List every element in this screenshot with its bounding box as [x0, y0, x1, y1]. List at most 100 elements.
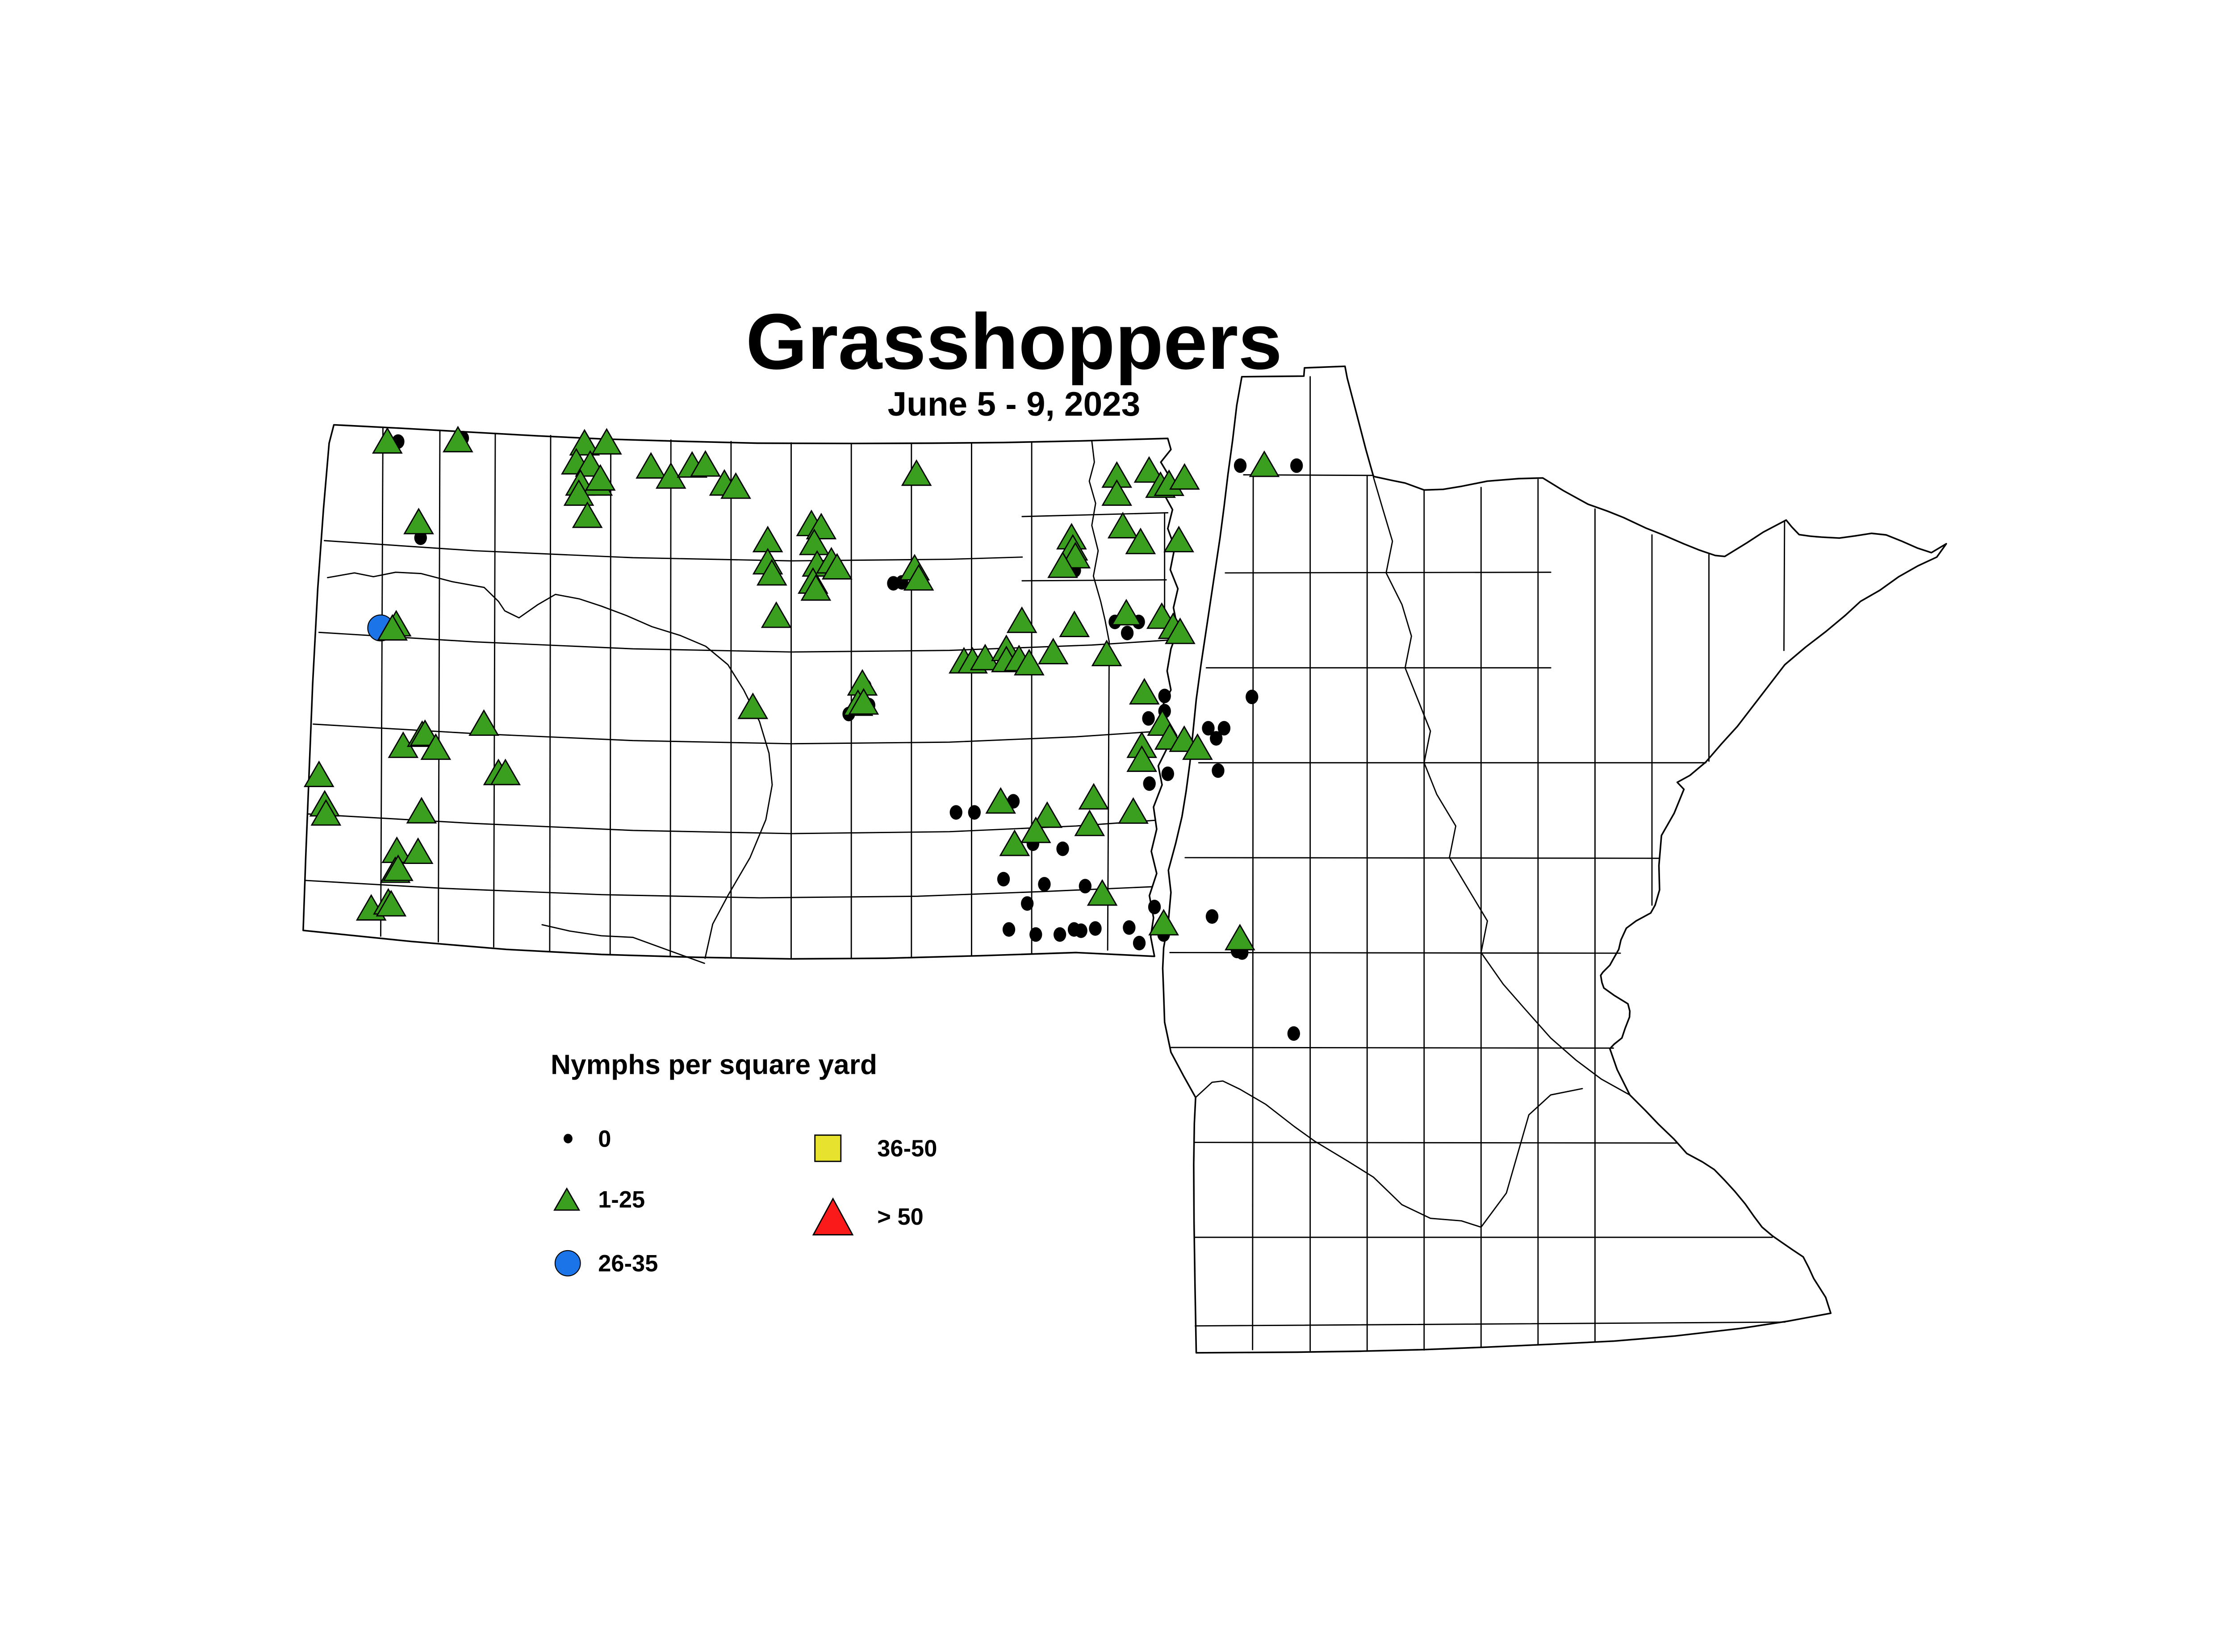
- sample-point-1-25: [402, 837, 434, 864]
- map-subtitle: June 5 - 9, 2023: [888, 385, 1141, 423]
- legend: Nymphs per square yard 0 1-25 26-35 36-5…: [551, 1050, 937, 1277]
- sample-point-1-25: [443, 426, 473, 453]
- sample-point-0: [1290, 458, 1303, 473]
- sample-point-1-25: [563, 479, 594, 506]
- sample-point-1-25: [799, 528, 830, 555]
- sample-point-1-25: [761, 601, 792, 628]
- sample-point-1-25: [1014, 649, 1045, 676]
- sample-point-1-25: [1101, 479, 1133, 506]
- sample-point-1-25: [1125, 527, 1156, 555]
- sample-point-0: [1133, 935, 1146, 951]
- sample-point-1-25: [756, 559, 787, 586]
- sample-point-1-25: [848, 688, 879, 715]
- sample-point-1-25: [403, 508, 434, 534]
- sample-point-1-25: [1047, 551, 1078, 578]
- sample-point-0: [1038, 877, 1051, 892]
- sample-point-1-25: [1129, 678, 1160, 705]
- legend-yellow-square-icon: [814, 1134, 842, 1162]
- sample-point-1-25: [376, 890, 407, 917]
- sample-point-1-25: [1165, 617, 1196, 644]
- sample-point-1-25: [999, 829, 1030, 856]
- sample-point-1-25: [1032, 801, 1063, 828]
- county-boundaries-nd: [304, 427, 1172, 964]
- sample-point-1-25: [1118, 797, 1149, 824]
- legend-label-36-50: 36-50: [877, 1136, 937, 1162]
- sample-point-1-25: [1169, 463, 1200, 490]
- sample-point-1-25: [1107, 512, 1138, 538]
- sample-point-1-25: [903, 564, 934, 591]
- sample-point-1-25: [468, 709, 499, 736]
- sample-point-0: [1212, 763, 1225, 778]
- sample-point-1-25: [410, 719, 441, 746]
- sample-point-1-25: [569, 429, 600, 456]
- sample-point-1-25: [970, 643, 1001, 671]
- sample-point-0: [1121, 626, 1134, 641]
- legend-red-triangle-icon: [812, 1197, 854, 1235]
- sample-point-0: [1053, 927, 1066, 942]
- sample-point-1-25: [372, 427, 403, 454]
- sample-point-1-25: [800, 574, 832, 601]
- county-boundaries-mn: [1169, 376, 1786, 1352]
- sample-point-1-25: [406, 797, 437, 824]
- sample-point-1-25: [720, 472, 751, 499]
- sample-point-1-25: [636, 452, 666, 479]
- sample-point-1-25: [1225, 923, 1255, 951]
- sample-point-1-25: [1078, 783, 1109, 810]
- sample-point-0: [1287, 1026, 1300, 1041]
- sample-point-1-25: [1006, 606, 1037, 633]
- sample-point-1-25: [585, 464, 616, 491]
- sample-point-1-25: [420, 733, 452, 760]
- legend-blue-circle-icon: [554, 1250, 581, 1277]
- minnesota-outline: [1162, 365, 1947, 1354]
- sample-point-1-25: [1182, 733, 1213, 760]
- sample-point-0: [1002, 922, 1016, 937]
- sample-point-1-25: [572, 501, 603, 528]
- sample-point-1-25: [1087, 879, 1118, 906]
- sample-point-1-25: [1148, 909, 1179, 936]
- missouri-river: [327, 572, 773, 964]
- legend-green-triangle-icon: [553, 1187, 581, 1211]
- legend-label-1-25: 1-25: [598, 1187, 645, 1213]
- sample-point-1-25: [1074, 809, 1105, 836]
- sample-point-1-25: [383, 854, 414, 881]
- sample-point-1-25: [1163, 526, 1194, 553]
- map-title: Grasshoppers: [746, 297, 1282, 386]
- sample-point-1-25: [591, 428, 622, 455]
- sample-point-0: [1158, 688, 1171, 704]
- sample-point-1-25: [901, 459, 932, 486]
- sample-point-0: [949, 805, 962, 820]
- sample-point-1-25: [1059, 610, 1090, 637]
- sample-point-1-25: [303, 760, 335, 787]
- sample-point-0: [1079, 879, 1092, 893]
- sample-point-1-25: [821, 553, 853, 580]
- sample-point-0: [1075, 923, 1087, 938]
- sample-point-1-25: [310, 799, 342, 826]
- sample-point-1-25: [1249, 450, 1280, 477]
- sample-point-1-25: [1111, 599, 1142, 626]
- sample-point-0: [1020, 896, 1034, 911]
- sample-point-1-25: [1091, 639, 1122, 667]
- sample-point-1-25: [490, 759, 521, 785]
- sample-point-0: [1205, 909, 1219, 924]
- sample-point-0: [1246, 689, 1259, 705]
- sample-point-0: [1210, 731, 1223, 746]
- sample-point-0: [1123, 920, 1136, 935]
- marker-layer-1-25: [303, 426, 1280, 951]
- sample-point-0: [1161, 766, 1174, 781]
- sample-point-1-25: [690, 450, 721, 477]
- legend-header: Nymphs per square yard: [551, 1050, 877, 1080]
- mississippi-river: [1195, 476, 1631, 1228]
- sample-point-1-25: [1133, 456, 1165, 483]
- legend-label-gt-50: > 50: [877, 1204, 923, 1230]
- sample-point-0: [1142, 711, 1155, 726]
- sample-point-1-25: [1037, 638, 1069, 664]
- sample-point-1-25: [1020, 816, 1051, 843]
- legend-dot-icon: [564, 1134, 573, 1143]
- legend-label-0: 0: [598, 1126, 611, 1152]
- sample-point-0: [1089, 921, 1102, 936]
- sample-point-1-25: [985, 787, 1016, 814]
- sample-point-0: [1234, 458, 1247, 473]
- sample-point-0: [1056, 841, 1069, 856]
- sample-point-0: [1217, 721, 1231, 736]
